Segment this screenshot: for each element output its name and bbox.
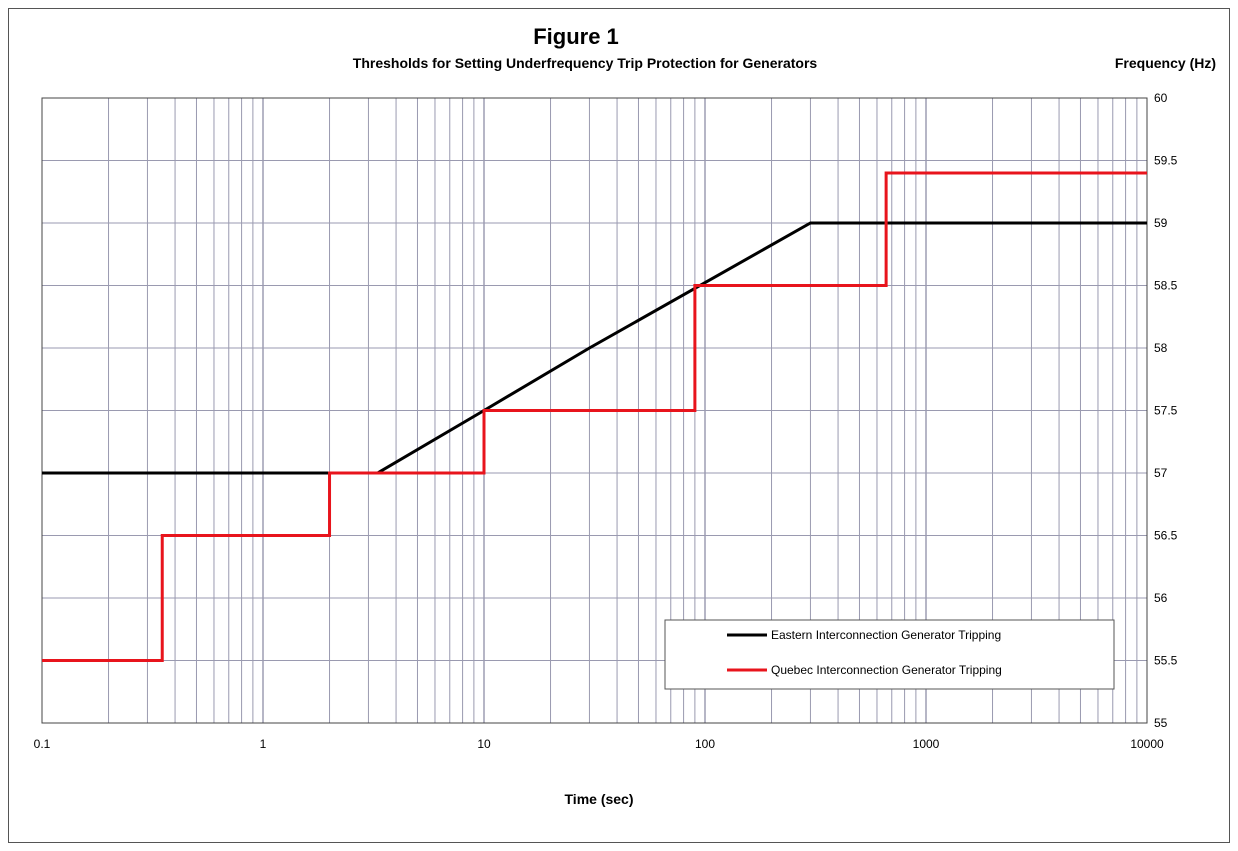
chart-svg: 0.1 1 10 100 1000 10000 5555.55656.55757.5585… — [34, 24, 1216, 807]
x-tick-label: 10000 — [1130, 737, 1164, 751]
series-line-quebec — [42, 171, 1147, 662]
legend-label-eastern: Eastern Interconnection Generator Trippi… — [771, 628, 1001, 642]
series-layer — [42, 171, 1147, 662]
x-tick-labels: 0.1 1 10 100 1000 10000 — [34, 737, 1164, 751]
chart-title: Figure 1 — [533, 24, 619, 49]
grid — [41, 97, 1147, 724]
legend-label-quebec: Quebec Interconnection Generator Trippin… — [771, 663, 1002, 677]
y-tick-label: 55 — [1154, 716, 1168, 730]
legend: Eastern Interconnection Generator Trippi… — [664, 619, 1115, 690]
y-tick-label: 59 — [1154, 216, 1168, 230]
x-tick-label: 1 — [260, 737, 267, 751]
chart-subtitle: Thresholds for Setting Underfrequency Tr… — [353, 55, 818, 71]
y-tick-label: 58 — [1154, 341, 1168, 355]
y-tick-label: 58.5 — [1154, 279, 1178, 293]
legend-box — [664, 619, 1115, 690]
y-tick-label: 56 — [1154, 591, 1168, 605]
x-axis-label: Time (sec) — [565, 791, 634, 807]
y-tick-label: 57.5 — [1154, 404, 1178, 418]
y-tick-label: 56.5 — [1154, 529, 1178, 543]
x-tick-label: 10 — [477, 737, 491, 751]
plot-border — [41, 97, 1148, 724]
y-axis-label: Frequency (Hz) — [1115, 55, 1216, 71]
y-tick-label: 55.5 — [1154, 654, 1178, 668]
y-tick-label: 57 — [1154, 466, 1168, 480]
chart-frame: 0.1 1 10 100 1000 10000 55 55.5 56 56.5 57 57.5 58 5… — [8, 8, 1230, 843]
y-tick-labels: 55 55.5 56 56.5 57 57.5 58 58.5 59 59.5 60 — [1154, 91, 1178, 730]
x-tick-label: 1000 — [913, 737, 940, 751]
x-tick-label: 100 — [695, 737, 715, 751]
y-tick-label: 60 — [1154, 91, 1168, 105]
y-tick-label: 59.5 — [1154, 154, 1178, 168]
series-line-eastern — [42, 221, 1147, 475]
x-tick-label: 0.1 — [34, 737, 51, 751]
